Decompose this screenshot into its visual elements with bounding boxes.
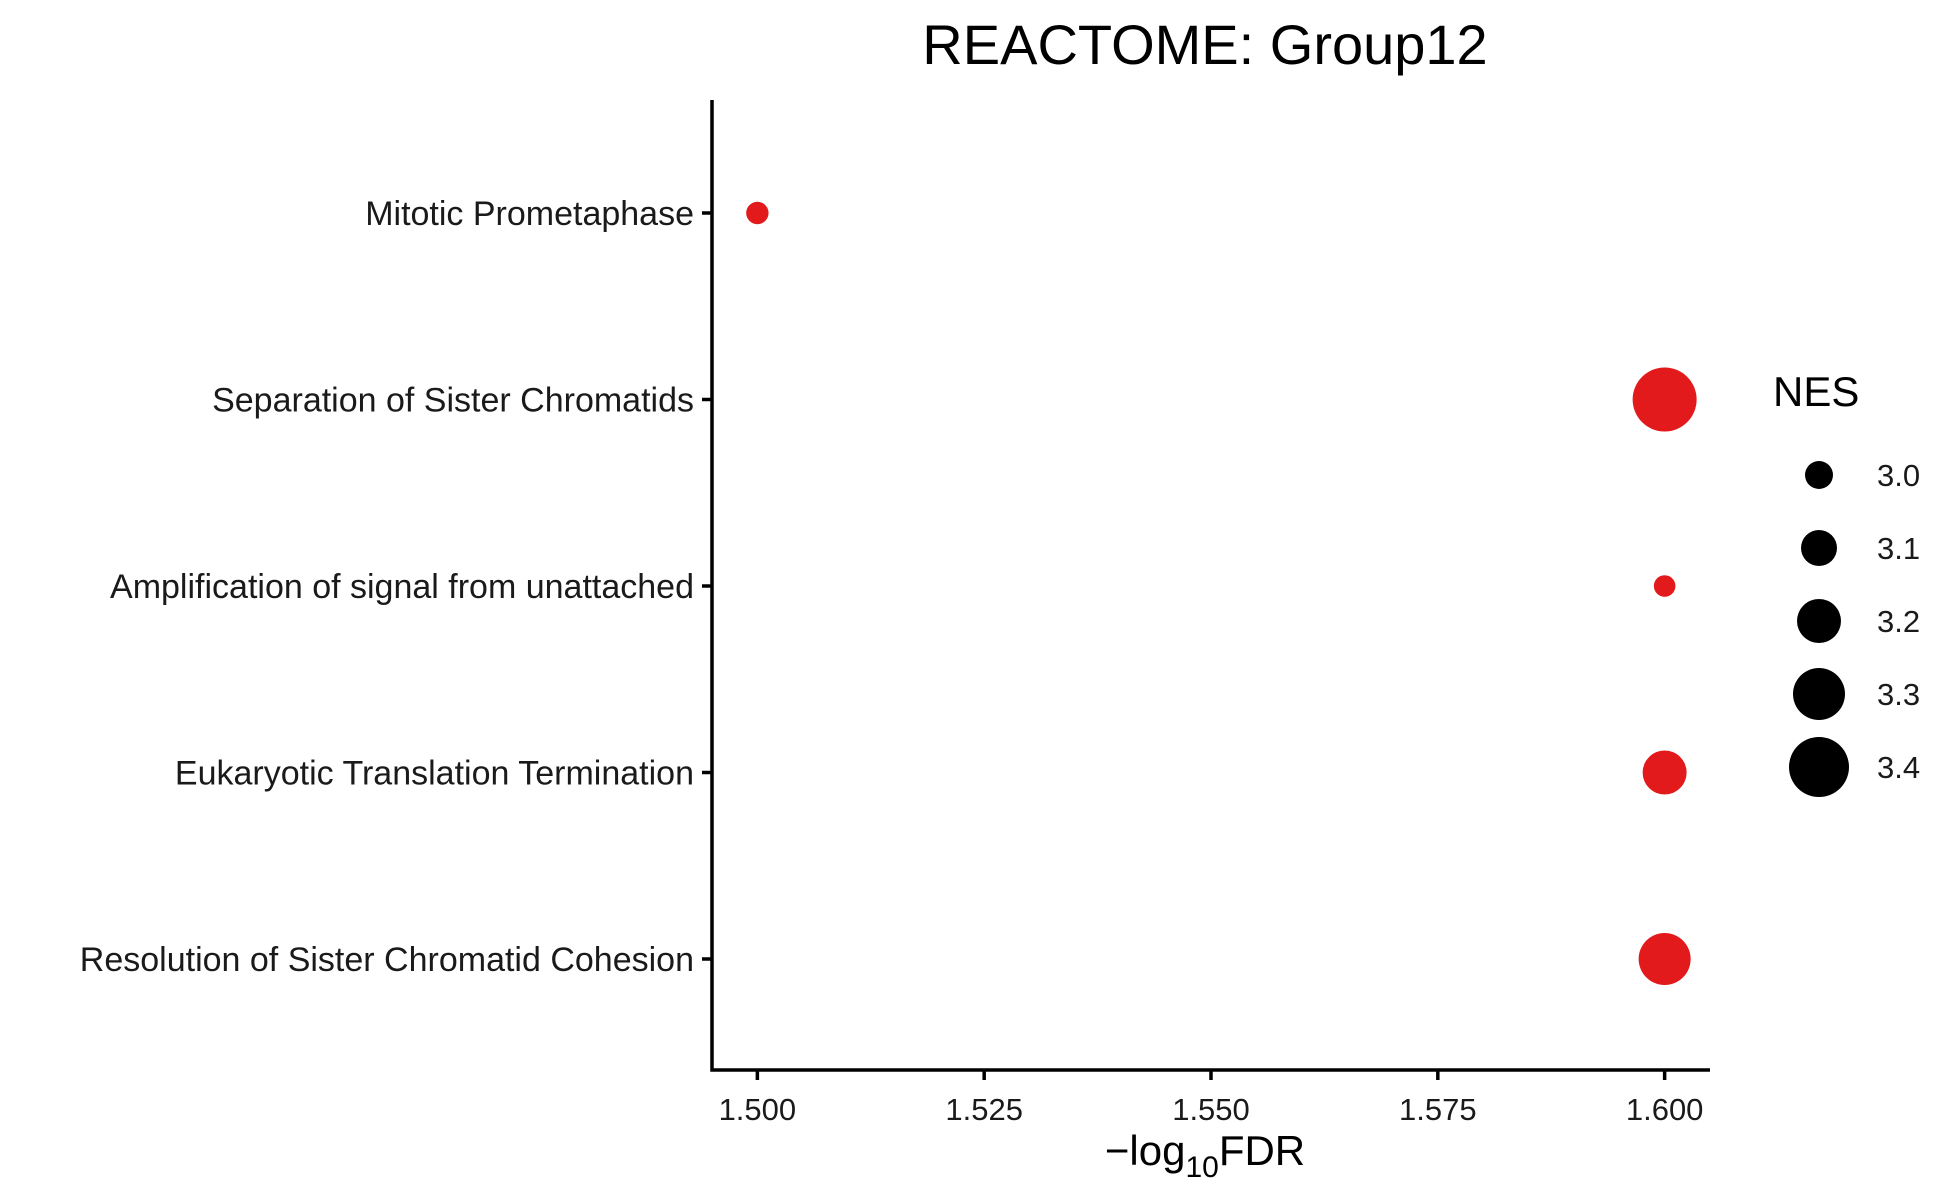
legend-label: 3.2 [1877,604,1920,639]
legend-key [1801,530,1837,566]
legend-key [1805,461,1833,489]
legend-title: NES [1773,368,1859,415]
legend-key [1797,599,1841,643]
data-point [1642,750,1687,795]
x-tick-label: 1.525 [945,1092,1023,1127]
legend-label: 3.3 [1877,677,1920,712]
x-tick-labels: 1.500 1.525 1.550 1.575 1.600 [719,1092,1704,1127]
x-tick-label: 1.500 [719,1092,797,1127]
legend-label: 3.0 [1877,458,1920,493]
axis-lines [710,100,1710,1072]
category-label: Resolution of Sister Chromatid Cohesion [80,941,694,979]
x-tick-label: 1.600 [1626,1092,1704,1127]
legend-label: 3.4 [1877,750,1920,785]
category-label: Mitotic Prometaphase [365,195,694,233]
legend-label: 3.1 [1877,531,1920,566]
chart-title: REACTOME: Group12 [922,13,1487,76]
data-point [1632,367,1697,432]
x-axis-label-prefix: −log [1105,1127,1186,1174]
legend-key [1789,737,1849,797]
category-labels: Mitotic Prometaphase Separation of Sister… [80,195,694,979]
data-points [746,201,1697,985]
x-tick-label: 1.550 [1172,1092,1250,1127]
x-axis-label-suffix: FDR [1219,1127,1305,1174]
axes [702,100,1710,1080]
category-label: Eukaryotic Translation Termination [175,755,694,793]
data-point [1638,933,1691,985]
x-tick-label: 1.575 [1399,1092,1477,1127]
legend: NES 3.0 3.1 3.2 3.3 3.4 [1773,368,1920,797]
x-axis-label-subscript: 10 [1185,1151,1218,1184]
category-label: Separation of Sister Chromatids [212,382,694,420]
legend-key [1793,668,1845,720]
x-axis-label: −log10FDR [1105,1127,1305,1184]
category-label: Amplification of signal from unattached [110,568,694,606]
data-point [1653,575,1676,597]
data-point [746,201,769,225]
